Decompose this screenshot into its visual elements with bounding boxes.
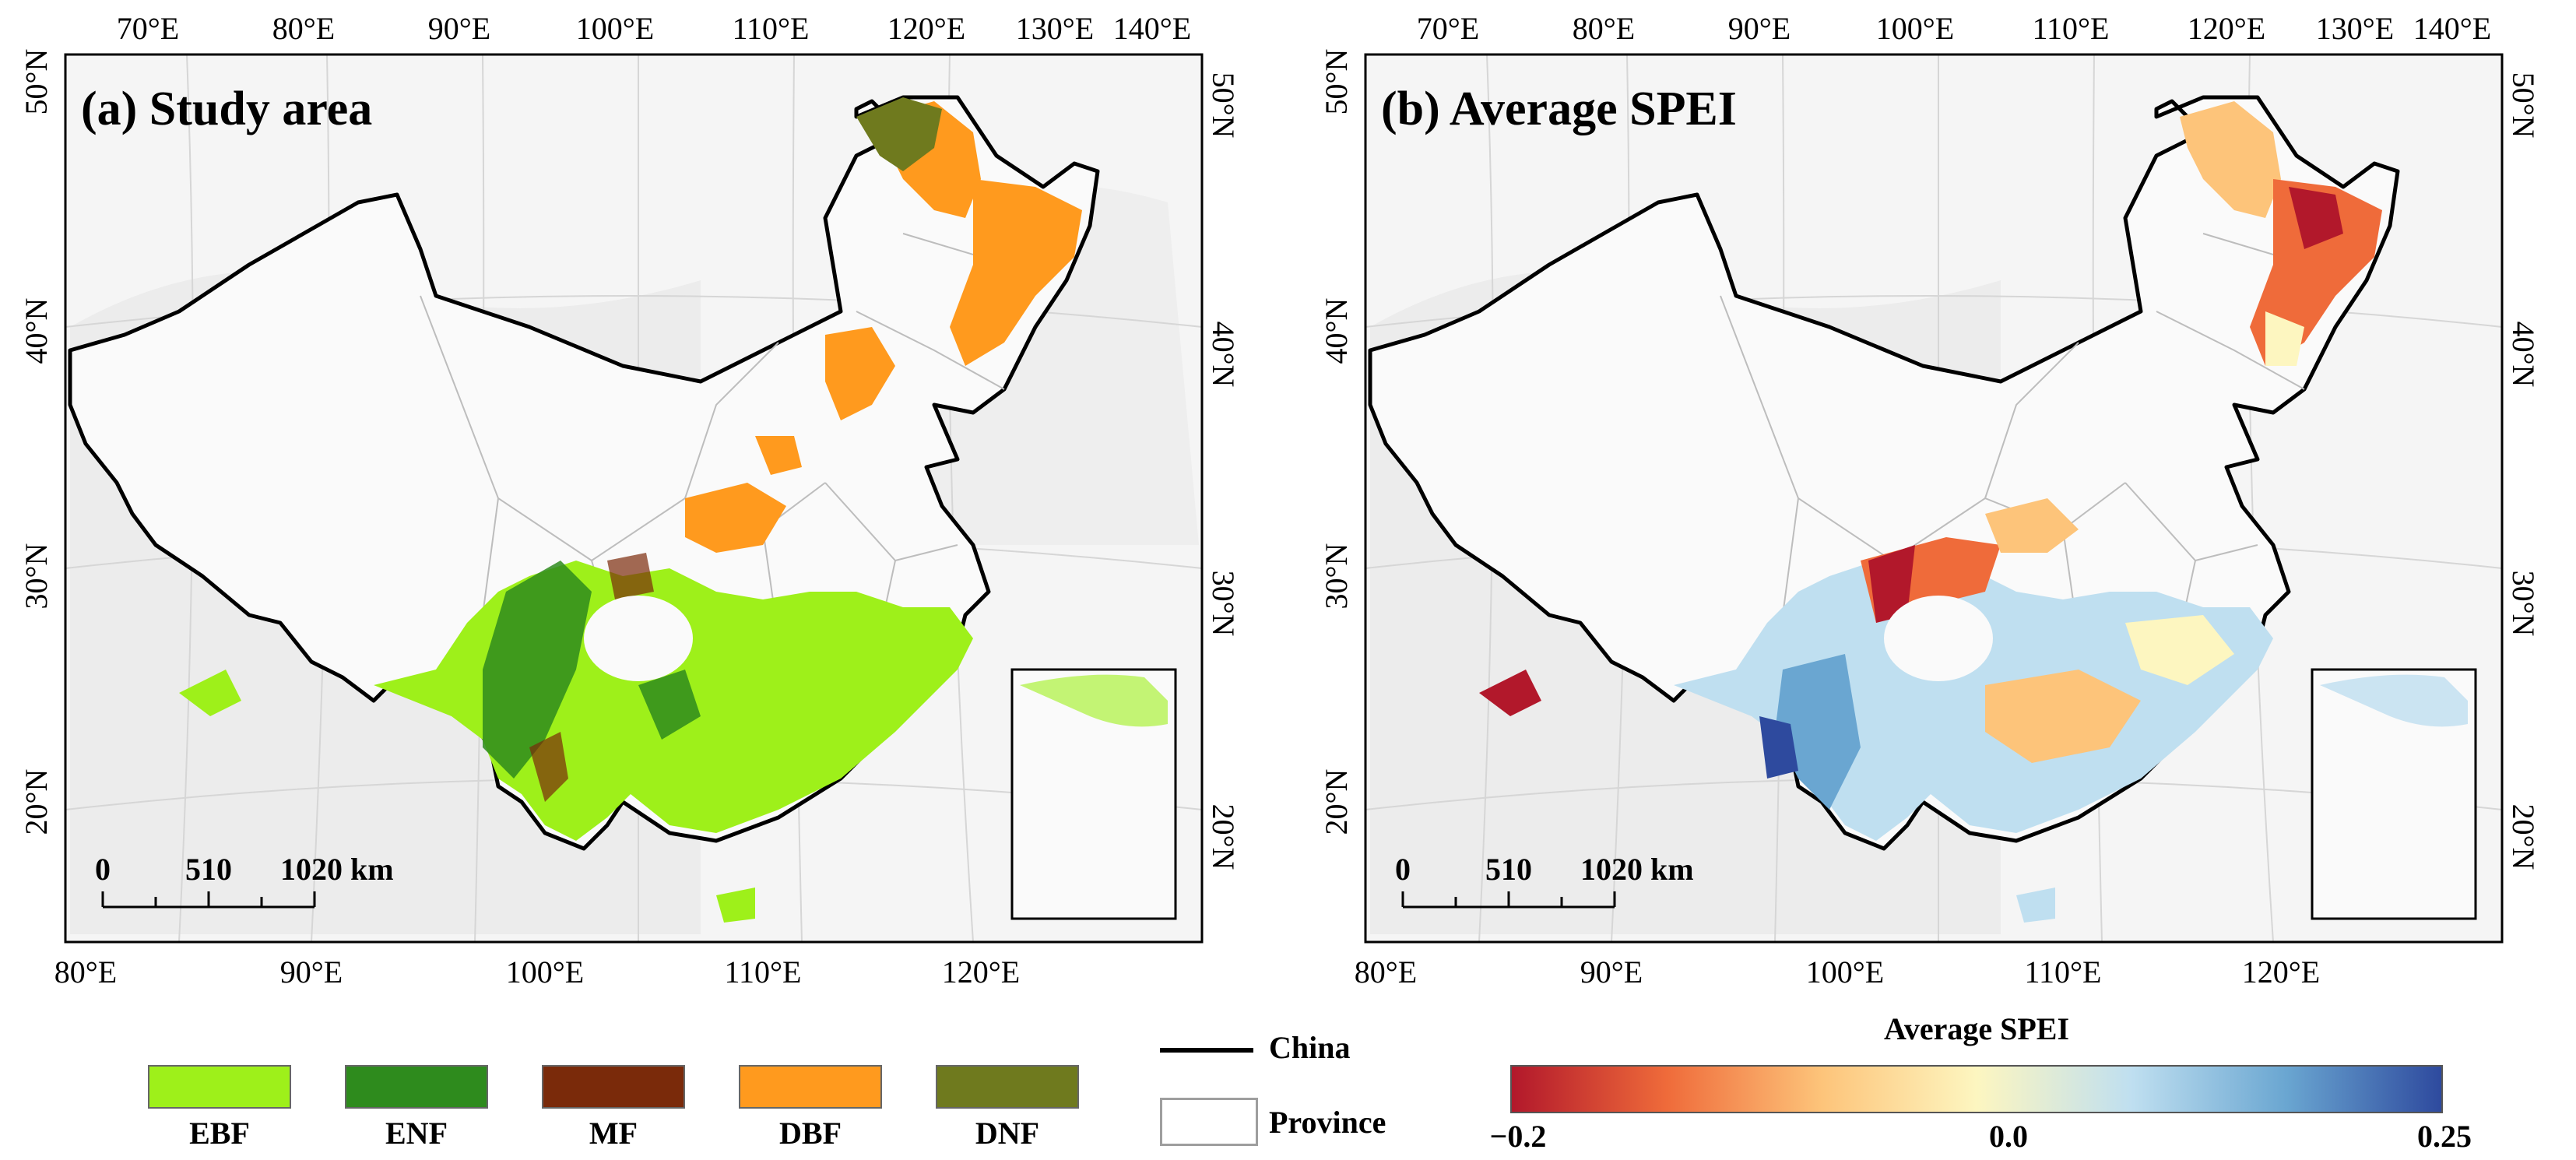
top-longitude-labels: 70°E 80°E 90°E 100°E 110°E 120°E 130°E 1… xyxy=(117,11,1191,46)
panel-b-map: (b) Average SPEI 70°E 80°E 90°E 100°E 11… xyxy=(1319,11,2541,990)
svg-text:130°E: 130°E xyxy=(2316,11,2394,46)
legend-label-ebf: EBF xyxy=(189,1116,250,1151)
legend-label-china: China xyxy=(1269,1030,1351,1065)
inset-spei xyxy=(2320,674,2468,727)
colorbar-title: Average SPEI xyxy=(1883,1011,2070,1046)
scale-label-0: 0 xyxy=(95,852,111,887)
left-latitude-labels: 50°N 40°N 30°N 20°N xyxy=(19,49,54,835)
svg-text:80°E: 80°E xyxy=(54,954,117,990)
svg-text:50°N: 50°N xyxy=(1206,72,1241,139)
scale-label-0: 0 xyxy=(1395,852,1411,887)
legend-label-enf: ENF xyxy=(385,1116,448,1151)
scale-bar: 0 510 1020 km xyxy=(95,852,394,909)
swatch-ebf xyxy=(148,1065,291,1109)
svg-text:40°N: 40°N xyxy=(2506,322,2541,388)
svg-text:50°N: 50°N xyxy=(2506,72,2541,139)
forest-enf xyxy=(483,561,701,779)
svg-text:40°N: 40°N xyxy=(1319,298,1354,364)
legend-label-mf: MF xyxy=(589,1116,638,1151)
svg-text:70°E: 70°E xyxy=(1417,11,1479,46)
left-latitude-labels: 50°N 40°N 30°N 20°N xyxy=(1319,49,1354,835)
svg-text:120°E: 120°E xyxy=(887,11,965,46)
svg-text:20°N: 20°N xyxy=(19,769,54,835)
colorbar-min-label: −0.2 xyxy=(1489,1119,1547,1154)
svg-text:120°E: 120°E xyxy=(942,954,1020,990)
svg-text:20°N: 20°N xyxy=(2506,804,2541,870)
top-longitude-labels: 70°E 80°E 90°E 100°E 110°E 120°E 130°E 1… xyxy=(1417,11,2491,46)
swatch-dnf xyxy=(936,1065,1079,1109)
svg-text:110°E: 110°E xyxy=(2025,954,2102,990)
svg-text:100°E: 100°E xyxy=(506,954,584,990)
panel-title: (b) Average SPEI xyxy=(1381,83,1737,135)
svg-text:110°E: 110°E xyxy=(2033,11,2110,46)
sichuan-basin-gap xyxy=(584,596,693,681)
svg-text:80°E: 80°E xyxy=(1573,11,1635,46)
svg-text:20°N: 20°N xyxy=(1319,769,1354,835)
svg-text:30°N: 30°N xyxy=(19,543,54,610)
map-frame xyxy=(64,53,1204,944)
spei-northeast xyxy=(2180,101,2382,366)
svg-text:120°E: 120°E xyxy=(2188,11,2265,46)
svg-text:70°E: 70°E xyxy=(117,11,179,46)
right-latitude-labels: 50°N 40°N 30°N 20°N xyxy=(2506,72,2541,870)
svg-text:140°E: 140°E xyxy=(2413,11,2491,46)
swatch-dbf xyxy=(739,1065,882,1109)
legend-label-dnf: DNF xyxy=(975,1116,1040,1151)
svg-text:80°E: 80°E xyxy=(272,11,335,46)
bottom-longitude-labels: 80°E 90°E 100°E 110°E 120°E xyxy=(1355,954,2320,990)
svg-text:90°E: 90°E xyxy=(428,11,490,46)
svg-text:30°N: 30°N xyxy=(1319,543,1354,610)
svg-text:90°E: 90°E xyxy=(280,954,343,990)
panel-b-average-spei: (b) Average SPEI 70°E 80°E 90°E 100°E 11… xyxy=(1300,0,2576,1004)
right-latitude-labels: 50°N 40°N 30°N 20°N xyxy=(1206,72,1241,870)
colorbar-mid-label: 0.0 xyxy=(1989,1119,2028,1154)
scale-label-1020: 1020 km xyxy=(1580,852,1694,887)
svg-text:100°E: 100°E xyxy=(1876,11,1954,46)
svg-text:20°N: 20°N xyxy=(1206,804,1241,870)
svg-text:40°N: 40°N xyxy=(1206,322,1241,388)
province-box-sample xyxy=(1160,1098,1258,1146)
svg-text:100°E: 100°E xyxy=(576,11,654,46)
colorbar-max-label: 0.25 xyxy=(2417,1119,2472,1154)
svg-text:110°E: 110°E xyxy=(733,11,810,46)
svg-text:40°N: 40°N xyxy=(19,298,54,364)
scale-label-510: 510 xyxy=(1485,852,1532,887)
svg-text:80°E: 80°E xyxy=(1355,954,1417,990)
panel-a-map: (a) Study area 70°E 80°E 90°E 100°E 110°… xyxy=(19,11,1241,990)
map-frame xyxy=(1364,53,2504,944)
svg-text:120°E: 120°E xyxy=(2242,954,2320,990)
legend-label-dbf: DBF xyxy=(779,1116,842,1151)
swatch-mf xyxy=(542,1065,685,1109)
forest-mf xyxy=(529,553,654,802)
inset-forest xyxy=(1020,674,1168,727)
svg-text:50°N: 50°N xyxy=(19,49,54,115)
spei-south xyxy=(1479,498,2382,923)
svg-text:100°E: 100°E xyxy=(1806,954,1884,990)
svg-text:90°E: 90°E xyxy=(1580,954,1643,990)
legend-label-province: Province xyxy=(1269,1105,1386,1140)
swatch-enf xyxy=(345,1065,488,1109)
bottom-longitude-labels: 80°E 90°E 100°E 110°E 120°E xyxy=(54,954,1020,990)
svg-text:110°E: 110°E xyxy=(725,954,802,990)
panel-title: (a) Study area xyxy=(81,83,372,135)
svg-text:50°N: 50°N xyxy=(1319,49,1354,115)
svg-text:130°E: 130°E xyxy=(1016,11,1094,46)
sichuan-basin-gap xyxy=(1884,596,1993,681)
svg-text:30°N: 30°N xyxy=(2506,571,2541,637)
svg-text:140°E: 140°E xyxy=(1113,11,1191,46)
svg-text:90°E: 90°E xyxy=(1728,11,1791,46)
scale-label-510: 510 xyxy=(185,852,232,887)
svg-text:30°N: 30°N xyxy=(1206,571,1241,637)
scale-bar: 0 510 1020 km xyxy=(1395,852,1694,909)
forest-dnf xyxy=(856,97,942,171)
spei-colorbar xyxy=(1510,1065,2443,1113)
scale-label-1020: 1020 km xyxy=(280,852,394,887)
panel-a-study-area: (a) Study area 70°E 80°E 90°E 100°E 110°… xyxy=(0,0,1277,1004)
china-line-sample xyxy=(1160,1048,1253,1053)
